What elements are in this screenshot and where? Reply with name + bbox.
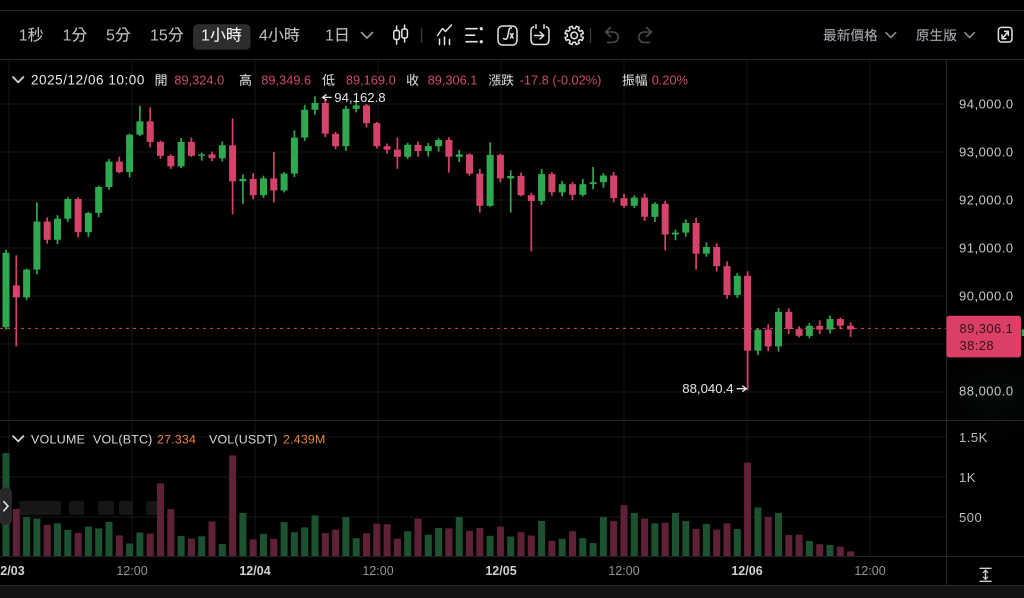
svg-text:93,000.0: 93,000.0 [959, 145, 1014, 160]
svg-text:1: 1 [19, 28, 28, 45]
svg-text:27.334: 27.334 [157, 433, 196, 447]
svg-text:94,162.8: 94,162.8 [334, 90, 385, 105]
svg-text:89,306.1: 89,306.1 [960, 321, 1014, 336]
svg-text:2.439M: 2.439M [283, 433, 326, 447]
svg-text:12/05: 12/05 [485, 564, 516, 578]
svg-text:12:00: 12:00 [116, 564, 147, 578]
svg-text:12/03: 12/03 [0, 564, 25, 578]
svg-text:500: 500 [959, 510, 982, 525]
svg-text:89,306.1: 89,306.1 [428, 73, 478, 88]
svg-text:-17.8 (-0.02%): -17.8 (-0.02%) [520, 73, 602, 88]
svg-text:VOL(USDT): VOL(USDT) [209, 433, 278, 447]
svg-text:VOLUME: VOLUME [31, 433, 85, 447]
svg-text:89,169.0: 89,169.0 [346, 73, 396, 88]
svg-text:38:28: 38:28 [960, 338, 995, 353]
svg-text:1.5K: 1.5K [959, 430, 988, 445]
svg-text:12:00: 12:00 [854, 564, 885, 578]
svg-text:4: 4 [259, 28, 268, 45]
svg-text:89,349.6: 89,349.6 [261, 73, 311, 88]
svg-text:1K: 1K [959, 470, 976, 485]
svg-text:0.20%: 0.20% [652, 73, 688, 88]
svg-text:89,324.0: 89,324.0 [174, 73, 224, 88]
svg-text:1: 1 [325, 28, 334, 45]
svg-text:5: 5 [106, 28, 115, 45]
svg-text:1: 1 [63, 28, 72, 45]
svg-text:1: 1 [201, 28, 210, 45]
svg-text:VOL(BTC): VOL(BTC) [93, 433, 152, 447]
svg-text:2025/12/06 10:00: 2025/12/06 10:00 [31, 73, 145, 88]
svg-text:94,000.0: 94,000.0 [959, 97, 1014, 112]
svg-text:92,000.0: 92,000.0 [959, 193, 1014, 208]
svg-text:91,000.0: 91,000.0 [959, 241, 1014, 256]
svg-text:88,040.4: 88,040.4 [682, 381, 733, 396]
svg-text:90,000.0: 90,000.0 [959, 289, 1014, 304]
svg-text:12/04: 12/04 [239, 564, 270, 578]
svg-text:88,000.0: 88,000.0 [959, 384, 1014, 399]
svg-text:12:00: 12:00 [362, 564, 393, 578]
svg-text:15: 15 [150, 28, 168, 45]
svg-text:12/06: 12/06 [731, 564, 762, 578]
svg-text:12:00: 12:00 [608, 564, 639, 578]
